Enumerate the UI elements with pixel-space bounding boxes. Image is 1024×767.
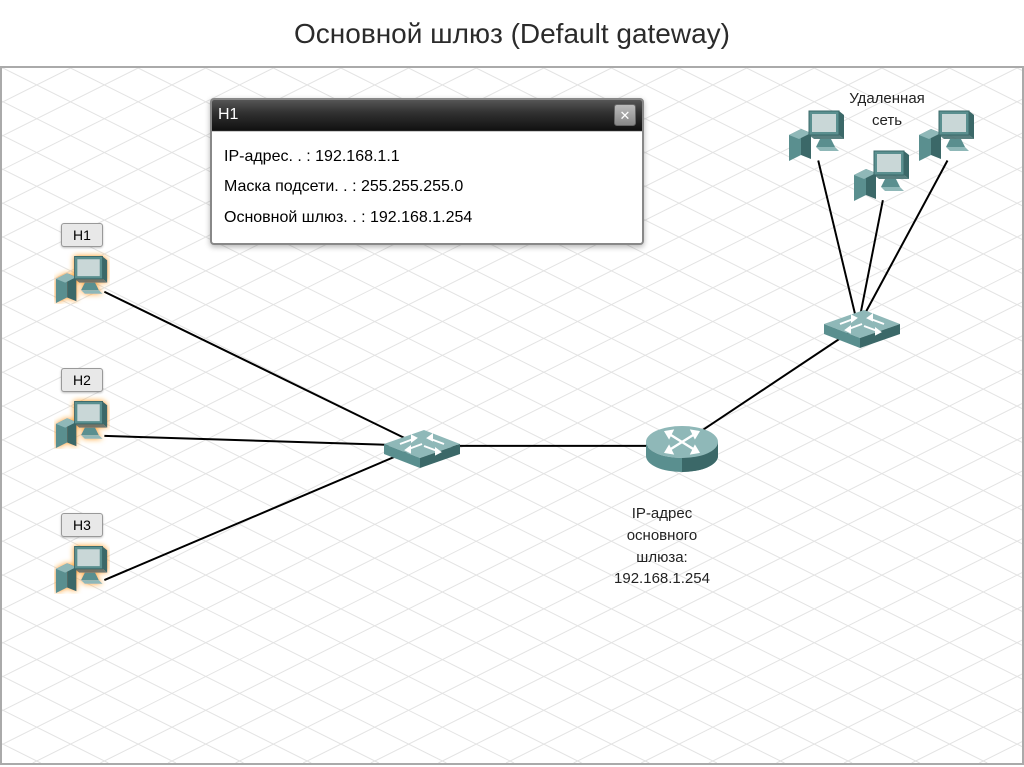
host-label: H3 (61, 513, 103, 537)
router (642, 418, 722, 478)
info-ip: IP-адрес. . : 192.168.1.1 (224, 142, 630, 172)
close-icon[interactable]: ✕ (614, 104, 636, 126)
caption-remote_net: Удаленная сеть (817, 88, 957, 132)
host-h3: H3 (47, 513, 117, 599)
info-body: IP-адрес. . : 192.168.1.1 Маска подсети.… (212, 131, 642, 243)
info-mask: Маска подсети. . : 255.255.255.0 (224, 172, 630, 202)
info-window: H1 ✕ IP-адрес. . : 192.168.1.1 Маска под… (210, 98, 644, 245)
info-titlebar[interactable]: H1 ✕ (212, 100, 642, 131)
host-label: H2 (61, 368, 103, 392)
page-title: Основной шлюз (Default gateway) (294, 18, 730, 50)
switch-s1 (380, 426, 464, 470)
remote-pc-1 (852, 143, 912, 208)
switch-s2 (820, 306, 904, 350)
info-gw: Основной шлюз. . : 192.168.1.254 (224, 203, 630, 233)
host-h2: H2 (47, 368, 117, 454)
diagram-area: H1 H2 (0, 66, 1024, 765)
caption-router_ip: IP-адрес основного шлюза: 192.168.1.254 (592, 503, 732, 590)
host-label: H1 (61, 223, 103, 247)
info-title: H1 (218, 106, 238, 124)
host-h1: H1 (47, 223, 117, 309)
